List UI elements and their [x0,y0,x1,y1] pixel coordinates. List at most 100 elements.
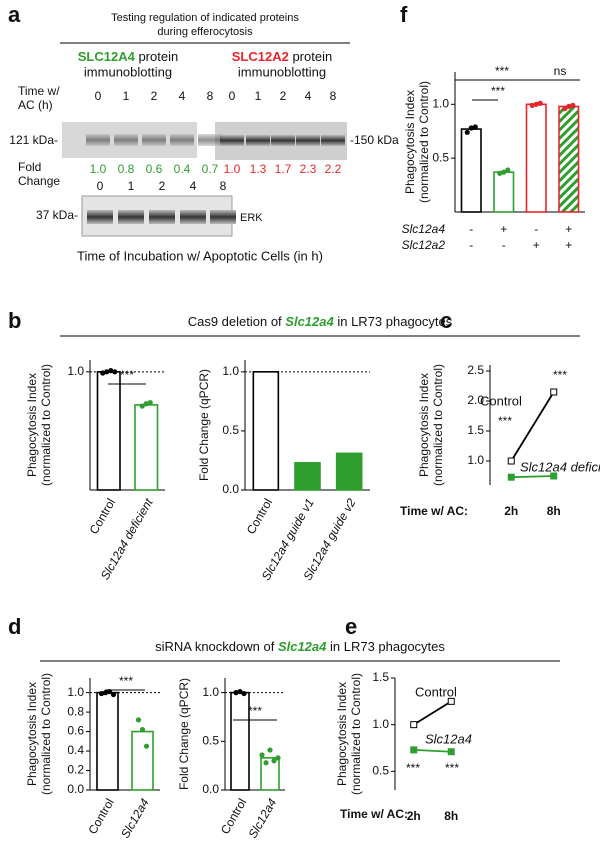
y-tick-label: 0.6 [67,724,84,738]
blot-band [149,210,175,224]
lane-time: 4 [179,89,186,103]
condition-name: Slc12a4 [402,222,446,236]
line-point [550,472,558,480]
y-tick-label: 1.5 [372,670,389,684]
blot-band [118,210,144,224]
marker: -150 kDa [350,133,399,147]
bar [460,128,482,213]
lane-time: 1 [128,179,135,193]
x-tick-label: 8h [547,504,561,518]
data-point [529,102,535,108]
condition-sign: + [533,238,540,252]
lane-time: 4 [305,89,312,103]
data-point [505,167,511,173]
fold-value: 1.3 [250,162,267,176]
y-tick-label: 0.5 [432,150,449,164]
title-part: siRNA knockdown of [155,639,278,654]
title-part: Slc12a4 [285,314,334,329]
header: immunoblotting [238,64,326,79]
protein: SLC12A4 [78,49,136,64]
lane-time: 2 [159,179,166,193]
x-tick-label: Control [85,796,116,837]
y-tick-label: 1.0 [432,96,449,110]
bar [134,404,159,491]
y-tick-label: 0.8 [67,704,84,718]
data-point [566,103,572,110]
data-point [271,758,277,764]
line-point [507,457,515,465]
blot-title: Testing regulation of indicated proteins [111,12,299,24]
fold-value: 2.2 [325,162,342,176]
data-point [147,399,153,406]
line-point [507,473,515,481]
bar [230,691,250,791]
data-point [464,129,470,135]
significance: *** [498,414,512,428]
data-point [102,690,109,696]
data-point [104,369,110,375]
y-tick-label: 0.5 [222,423,239,437]
data-point [108,368,114,374]
blot-band [170,134,194,146]
blot-band [271,135,295,146]
line-point [447,748,455,756]
erk-label: ERK [240,212,263,224]
bar [558,105,580,213]
x-tick-label: Control [218,796,249,837]
significance: *** [495,64,509,78]
marker: 121 kDa- [9,133,58,147]
lane-time: 8 [220,179,227,193]
bar [131,730,154,791]
panel-label: b [8,308,21,333]
significance: *** [248,704,262,718]
condition-sign: - [534,222,538,236]
y-tick-label: 0.0 [222,482,239,496]
data-point [241,690,247,697]
blot-band [180,210,206,224]
fold-value: 2.3 [300,162,317,176]
blot-band [114,134,138,146]
bar [294,462,321,491]
y-axis-label: Phagocytosis Index [25,373,39,477]
y-tick-label: 1.0 [67,364,84,378]
panel-label: a [8,2,21,27]
fold-label: Fold [18,160,41,174]
series-label: Control [415,684,457,699]
line-point [447,697,455,705]
significance: *** [553,368,567,382]
condition-sign: - [502,238,506,252]
blot-band [246,135,270,146]
y-axis-label: (normalized to Control) [431,364,445,486]
blot-band [198,134,222,146]
x-tick-label: 2h [407,809,421,823]
series-line [510,391,555,462]
lane-time: 0 [95,89,102,103]
header-rest: protein [289,49,332,64]
series-line [413,748,452,753]
section-title: Cas9 deletion of Slc12a4 in LR73 phagocy… [188,314,453,329]
y-axis-label: Fold Change (qPCR) [177,678,191,790]
x-tick-label: Slc12a4 [246,796,280,841]
y-tick-label: 2.5 [467,363,484,377]
y-tick-label: 1.0 [467,453,484,467]
lane-time: 4 [190,179,197,193]
time-axis-label: Time w/ AC: [400,504,468,518]
lane-time: 2 [151,89,158,103]
y-tick-label: 1.0 [67,685,84,699]
x-tick-label: 8h [444,809,458,823]
data-point [468,125,474,131]
y-tick-label: 0.5 [202,733,219,747]
significance: ns [554,64,567,78]
x-tick-label: 2h [504,504,518,518]
lane-time: 2 [280,89,287,103]
y-axis-label: Phagocytosis Index [417,373,431,477]
blot-xlabel: Time of Incubation w/ Apoptotic Cells (i… [77,248,323,263]
significance: *** [445,761,459,775]
bar [252,371,280,491]
y-tick-label: 1.0 [222,364,239,378]
series-line [511,475,554,479]
bar [525,103,547,213]
data-point [139,403,145,409]
blot-band [142,134,166,146]
y-tick-label: 0.5 [372,764,389,778]
